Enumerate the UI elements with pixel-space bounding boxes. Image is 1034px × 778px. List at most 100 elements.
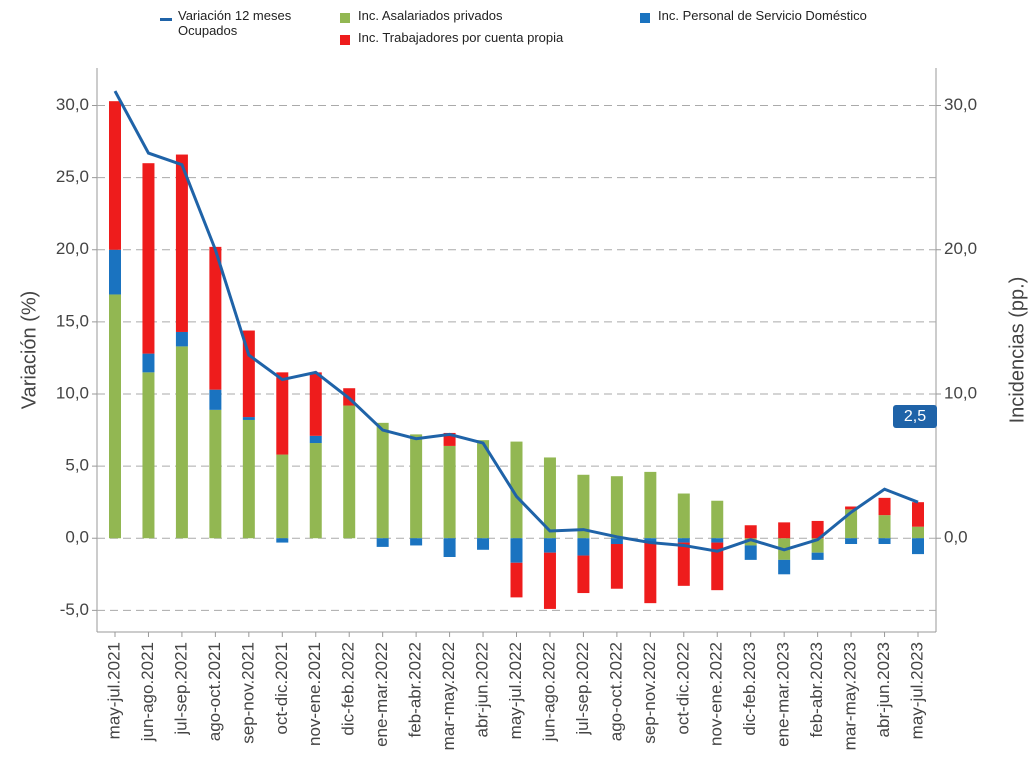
- bar-segment: [878, 515, 891, 539]
- x-tick-label: ene-mar.2022: [372, 642, 391, 747]
- bar-segment: [276, 372, 289, 455]
- y-tick-label: 20,0: [56, 239, 89, 258]
- bar-segment: [443, 445, 456, 539]
- bar-segment: [744, 545, 757, 560]
- bar-segment: [477, 440, 490, 539]
- y2-tick-label: 20,0: [944, 239, 977, 258]
- bar-segment: [242, 417, 255, 420]
- x-tick-label: abr-jun.2022: [473, 642, 492, 737]
- x-tick-label: may-jul.2022: [506, 642, 525, 739]
- y-tick-label: -5,0: [60, 600, 89, 619]
- y-tick-label: 10,0: [56, 383, 89, 402]
- bar-segment: [510, 538, 523, 563]
- bar-segment: [644, 538, 657, 543]
- bar-segment: [912, 526, 924, 539]
- x-tick-label: nov-ene.2022: [707, 642, 726, 746]
- legend-label: Inc. Personal de Servicio Doméstico: [658, 8, 867, 23]
- legend-marker: [640, 13, 650, 23]
- bar-segment: [443, 538, 456, 557]
- bar-segment: [142, 163, 155, 354]
- bar-segment: [543, 457, 556, 539]
- x-tick-label: dic-feb.2022: [339, 642, 358, 736]
- y-axis-title: Variación (%): [18, 291, 40, 410]
- bar-segment: [610, 544, 623, 589]
- y2-axis-title: Incidencias (pp.): [1006, 277, 1028, 424]
- bar-segment: [577, 555, 590, 594]
- bar-segment: [577, 474, 590, 539]
- x-tick-label: mar-may.2022: [439, 642, 458, 750]
- bar-segment: [376, 538, 389, 547]
- bar-segment: [811, 552, 824, 560]
- y-tick-label: 30,0: [56, 95, 89, 114]
- bar-segment: [175, 331, 188, 347]
- bar-segment: [242, 419, 255, 539]
- bar-segment: [677, 542, 690, 586]
- bar-segment: [677, 538, 690, 543]
- y2-tick-label: 10,0: [944, 383, 977, 402]
- bar-segment: [109, 294, 121, 539]
- bar-segment: [410, 434, 423, 539]
- bar-segment: [276, 538, 289, 543]
- bar-segment: [711, 542, 724, 591]
- bar-segment: [309, 443, 322, 539]
- line: [113, 90, 919, 553]
- bar-segment: [276, 454, 289, 539]
- x-tick-label: jul-sep.2022: [573, 642, 592, 736]
- bar-segment: [711, 538, 724, 543]
- x-tick-label: abr-jun.2023: [874, 642, 893, 737]
- bar-segment: [811, 520, 824, 539]
- annotation-label: 2,5: [904, 408, 926, 425]
- bar-segment: [912, 538, 924, 555]
- x-tick-label: jul-sep.2021: [171, 642, 190, 736]
- x-tick-label: nov-ene.2021: [305, 642, 324, 746]
- bar-segment: [610, 476, 623, 539]
- bar-segment: [175, 154, 188, 332]
- x-tick-label: jun-ago.2021: [138, 642, 157, 742]
- bar-segment: [309, 372, 322, 436]
- bar-segment: [343, 405, 356, 539]
- bar-segment: [778, 559, 791, 575]
- bar-segment: [109, 101, 121, 250]
- bar-segment: [577, 538, 590, 556]
- bar-segment: [912, 502, 924, 527]
- x-tick-label: feb-abr.2022: [406, 642, 425, 737]
- bar-segment: [209, 246, 222, 390]
- y2-tick-label: 30,0: [944, 95, 977, 114]
- legend-marker: [340, 35, 350, 45]
- y-tick-label: 25,0: [56, 167, 89, 186]
- bar-segment: [142, 372, 155, 539]
- bar-segment: [109, 249, 121, 295]
- x-tick-label: oct-dic.2021: [272, 642, 291, 735]
- legend-label: Inc. Trabajadores por cuenta propia: [358, 30, 564, 45]
- y-tick-label: 5,0: [65, 456, 89, 475]
- x-tick-label: ago-oct.2021: [205, 642, 224, 741]
- x-tick-label: sep-nov.2022: [640, 642, 659, 744]
- annotation-box: [893, 405, 937, 428]
- bar-segment: [242, 330, 255, 418]
- bar-segment: [878, 538, 891, 545]
- x-tick-label: oct-dic.2022: [673, 642, 692, 735]
- bar-segment: [610, 538, 623, 545]
- bar-segment: [778, 522, 791, 539]
- bar-segment: [209, 389, 222, 410]
- bar-segment: [543, 538, 556, 553]
- x-tick-label: sep-nov.2021: [238, 642, 257, 744]
- bar-segment: [309, 435, 322, 444]
- x-tick-label: jun-ago.2022: [539, 642, 558, 742]
- bar-segment: [410, 538, 423, 546]
- bar-segment: [744, 538, 757, 546]
- x-tick-label: feb-abr.2023: [807, 642, 826, 737]
- bar-segment: [376, 422, 389, 539]
- bar-segment: [543, 552, 556, 609]
- legend-marker: [340, 13, 350, 23]
- bar-segment: [142, 353, 155, 373]
- bar-segment: [510, 562, 523, 598]
- bar-segment: [845, 506, 858, 510]
- bar-segment: [477, 538, 490, 550]
- bar-segment: [175, 346, 188, 539]
- bar-segment: [510, 441, 523, 539]
- bar-segment: [744, 525, 757, 539]
- y-tick-label: 0,0: [65, 528, 89, 547]
- bar-segment: [878, 497, 891, 516]
